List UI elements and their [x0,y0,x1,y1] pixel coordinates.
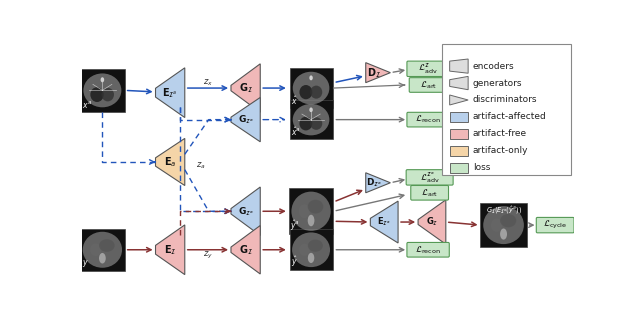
Text: $\mathbf{G}_{\mathcal{I}^a}$: $\mathbf{G}_{\mathcal{I}^a}$ [238,113,253,126]
Polygon shape [231,64,260,112]
FancyBboxPatch shape [536,217,574,233]
Bar [80,69,125,112]
FancyBboxPatch shape [406,170,453,185]
Text: $\mathbf{D}_{\mathcal{I}}$: $\mathbf{D}_{\mathcal{I}}$ [367,66,381,80]
Ellipse shape [491,218,502,232]
Text: $\mathcal{L}^{\mathcal{I}}_{\mathrm{adv}}$: $\mathcal{L}^{\mathcal{I}}_{\mathrm{adv}… [418,62,438,76]
Text: $z_x$: $z_x$ [203,77,213,88]
Ellipse shape [292,104,330,135]
Ellipse shape [99,239,115,252]
FancyBboxPatch shape [409,78,447,92]
Bar [80,228,125,271]
Polygon shape [231,225,260,274]
Ellipse shape [100,77,104,82]
Ellipse shape [308,215,314,226]
Ellipse shape [292,233,330,267]
Text: $x^a$: $x^a$ [82,99,92,110]
Text: $\mathbf{G}_{\mathcal{I}}$: $\mathbf{G}_{\mathcal{I}}$ [239,81,253,95]
Text: $\mathbf{E}_{\mathcal{I}}$: $\mathbf{E}_{\mathcal{I}}$ [164,243,177,257]
Ellipse shape [483,206,524,244]
Text: artifact-affected: artifact-affected [473,113,547,121]
Ellipse shape [99,253,106,263]
Text: $\mathbf{E}_a$: $\mathbf{E}_a$ [164,155,177,169]
Text: $\mathbf{G}_{\mathcal{I}^a}$: $\mathbf{G}_{\mathcal{I}^a}$ [238,205,253,217]
FancyBboxPatch shape [407,243,449,257]
Text: $\mathcal{L}_{\mathrm{art}}$: $\mathcal{L}_{\mathrm{art}}$ [419,79,436,91]
Polygon shape [156,138,185,185]
Text: $G_\mathcal{I}(E_{\mathcal{I}^a}(\hat{y}^a))$: $G_\mathcal{I}(E_{\mathcal{I}^a}(\hat{y}… [486,204,522,216]
Text: $y$: $y$ [82,258,88,269]
Polygon shape [231,97,260,142]
Text: $\hat{y}$: $\hat{y}$ [291,254,298,268]
FancyBboxPatch shape [407,112,449,127]
Ellipse shape [299,204,310,218]
Polygon shape [156,68,185,118]
FancyBboxPatch shape [407,61,449,77]
Text: $z_y$: $z_y$ [203,250,213,261]
Ellipse shape [309,108,313,112]
Text: $\hat{x}^a$: $\hat{x}^a$ [291,125,301,138]
Polygon shape [450,59,468,73]
Text: $z_a$: $z_a$ [196,161,205,171]
Ellipse shape [310,117,323,130]
Ellipse shape [102,88,114,101]
Text: $\mathbf{D}_{\mathcal{I}^a}$: $\mathbf{D}_{\mathcal{I}^a}$ [366,176,381,189]
Ellipse shape [300,117,312,130]
Bar [289,100,333,139]
Text: $\mathbf{E}_{\mathcal{I}^a}$: $\mathbf{E}_{\mathcal{I}^a}$ [378,216,391,228]
Text: $\mathcal{L}_{\mathrm{recon}}$: $\mathcal{L}_{\mathrm{recon}}$ [415,114,441,125]
Polygon shape [450,76,468,90]
Ellipse shape [308,200,323,214]
Ellipse shape [308,240,323,252]
Text: $\mathcal{L}_{\mathrm{recon}}$: $\mathcal{L}_{\mathrm{recon}}$ [415,244,441,255]
Polygon shape [371,201,398,243]
Polygon shape [231,187,260,236]
Ellipse shape [309,75,313,80]
Bar [450,146,468,156]
Bar [289,188,333,235]
Text: $\hat{x}$: $\hat{x}$ [291,94,298,107]
Polygon shape [418,200,446,244]
Ellipse shape [310,86,323,99]
Text: encoders: encoders [473,61,515,71]
Bar [450,129,468,139]
Text: $\mathcal{L}_{\mathrm{art}}$: $\mathcal{L}_{\mathrm{art}}$ [421,187,438,199]
Ellipse shape [300,85,312,99]
Bar [289,68,333,109]
FancyBboxPatch shape [411,185,449,200]
Ellipse shape [90,87,104,102]
Text: artifact-only: artifact-only [473,146,528,155]
Text: discriminators: discriminators [473,95,537,104]
Polygon shape [156,225,185,275]
Bar [481,203,527,247]
Ellipse shape [291,192,331,231]
Text: artifact-free: artifact-free [473,129,527,138]
Text: $\mathcal{L}_{\mathrm{cycle}}$: $\mathcal{L}_{\mathrm{cycle}}$ [543,219,567,231]
Text: loss: loss [473,163,490,172]
Ellipse shape [83,74,122,107]
Polygon shape [365,62,390,83]
Bar [450,112,468,122]
Ellipse shape [308,253,314,263]
Polygon shape [365,173,390,193]
Ellipse shape [83,232,122,268]
Text: $\mathcal{L}^{\mathcal{I}^a}_{\mathrm{adv}}$: $\mathcal{L}^{\mathcal{I}^a}_{\mathrm{ad… [420,170,440,185]
Bar [289,229,333,270]
Ellipse shape [300,244,310,256]
Ellipse shape [90,243,101,256]
Text: $\hat{y}^a$: $\hat{y}^a$ [291,218,300,233]
Text: $\mathbf{G}_{\mathcal{I}}$: $\mathbf{G}_{\mathcal{I}}$ [239,243,253,257]
Text: generators: generators [473,79,522,88]
Bar [450,163,468,173]
Ellipse shape [292,72,330,104]
Polygon shape [450,95,468,105]
Text: $\mathbf{G}_{\mathcal{I}}$: $\mathbf{G}_{\mathcal{I}}$ [426,216,438,228]
Ellipse shape [500,228,507,240]
Text: $\mathbf{E}_{\mathcal{I}^a}$: $\mathbf{E}_{\mathcal{I}^a}$ [163,86,178,99]
Bar [442,44,572,175]
Ellipse shape [500,214,516,227]
